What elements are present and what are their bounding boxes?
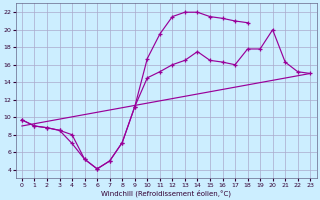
X-axis label: Windchill (Refroidissement éolien,°C): Windchill (Refroidissement éolien,°C) [101, 189, 231, 197]
